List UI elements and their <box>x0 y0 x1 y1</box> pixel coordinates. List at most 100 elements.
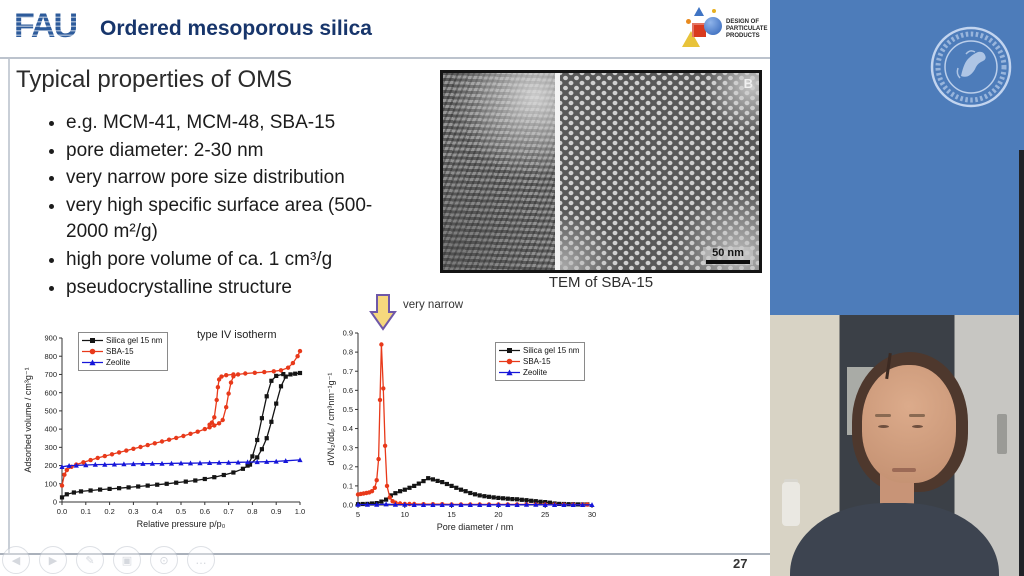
svg-text:0.3: 0.3 <box>128 507 138 516</box>
page-title: Typical properties of OMS <box>16 66 293 93</box>
tem-panel-label: B <box>743 76 753 91</box>
svg-text:20: 20 <box>494 510 502 519</box>
more-options-button[interactable]: … <box>187 546 215 574</box>
particulate-shapes-icon <box>682 7 724 51</box>
svg-text:0.6: 0.6 <box>200 507 210 516</box>
speaker-shoulders <box>789 502 1000 576</box>
svg-text:0.9: 0.9 <box>343 329 353 338</box>
webcam-video <box>770 315 1019 576</box>
svg-text:0.7: 0.7 <box>223 507 233 516</box>
pen-tool-button[interactable]: ✎ <box>76 546 104 574</box>
svg-text:0.2: 0.2 <box>104 507 114 516</box>
svg-text:0.4: 0.4 <box>343 424 353 433</box>
legend-entry: SBA-15 <box>499 356 579 367</box>
isotherm-annotation: type IV isotherm <box>197 329 277 341</box>
slide-footer-divider <box>0 553 770 555</box>
very-narrow-annotation: very narrow <box>369 294 489 334</box>
speaker-face <box>862 364 957 483</box>
svg-text:Adsorbed volume / cm³g⁻¹: Adsorbed volume / cm³g⁻¹ <box>23 367 33 472</box>
eye <box>911 424 923 428</box>
mouth <box>892 467 916 472</box>
svg-text:800: 800 <box>44 352 57 361</box>
svg-text:5: 5 <box>356 510 360 519</box>
svg-text:0.1: 0.1 <box>81 507 91 516</box>
bullet-item: e.g. MCM-41, MCM-48, SBA-15 <box>66 110 384 137</box>
svg-text:400: 400 <box>44 425 57 434</box>
eyebrow <box>874 414 891 417</box>
svg-text:0.4: 0.4 <box>152 507 162 516</box>
background-bottle <box>782 482 801 527</box>
tem-panel-divider <box>555 73 560 270</box>
bullet-item: very narrow pore size distribution <box>66 165 384 192</box>
svg-text:0.5: 0.5 <box>176 507 186 516</box>
svg-text:300: 300 <box>44 443 57 452</box>
legend-entry: Silica gel 15 nm <box>82 335 162 346</box>
svg-text:100: 100 <box>44 479 57 488</box>
pore-size-plot: 5 10 15 20 25 30 0.0 0.1 0.2 0.3 0.4 0.5 0.6 0.7 0.8 0.… <box>326 329 596 532</box>
svg-text:0.8: 0.8 <box>247 507 257 516</box>
bullet-item: pore diameter: 2-30 nm <box>66 138 384 165</box>
svg-text:25: 25 <box>541 510 549 519</box>
svg-text:0.8: 0.8 <box>343 348 353 357</box>
pore-size-chart: 5 10 15 20 25 30 0.0 0.1 0.2 0.3 0.4 0.5 0.6 0.7 0.8 0.… <box>325 320 603 538</box>
scale-bar: 50 nm <box>703 247 753 265</box>
previous-slide-button[interactable]: ◀ <box>2 546 30 574</box>
svg-text:700: 700 <box>44 370 57 379</box>
svg-text:0: 0 <box>53 498 57 507</box>
isotherm-chart: 0.0 0.1 0.2 0.3 0.4 0.5 0.6 0.7 0.8 0.9 1.0 0 100 200… <box>22 326 310 538</box>
slide-page-number: 27 <box>733 556 748 571</box>
very-narrow-label: very narrow <box>403 299 464 311</box>
isotherm-plot: 0.0 0.1 0.2 0.3 0.4 0.5 0.6 0.7 0.8 0.9 1.0 0 100 200… <box>23 334 305 529</box>
slide-frame-border <box>8 59 10 553</box>
svg-text:0.0: 0.0 <box>343 501 353 510</box>
eye <box>878 424 890 428</box>
bullet-item: pseudocrystalline structure <box>66 275 384 302</box>
svg-text:30: 30 <box>588 510 596 519</box>
svg-text:15: 15 <box>447 510 455 519</box>
svg-text:Relative pressure p/p₀: Relative pressure p/p₀ <box>137 519 226 529</box>
svg-text:0.1: 0.1 <box>343 481 353 490</box>
svg-text:Pore diameter / nm: Pore diameter / nm <box>437 522 514 532</box>
svg-text:200: 200 <box>44 461 57 470</box>
zoom-button[interactable]: ⊙ <box>150 546 178 574</box>
screen-edge <box>1019 150 1024 576</box>
bullet-item: very high specific surface area (500-200… <box>66 193 384 246</box>
tem-hexagonal-panel: B 50 nm <box>560 73 759 270</box>
video-side-panel <box>770 0 1024 576</box>
svg-text:0.0: 0.0 <box>57 507 67 516</box>
svg-text:0.6: 0.6 <box>343 386 353 395</box>
pore-size-legend: Silica gel 15 nm SBA-15 Zeolite <box>495 342 586 381</box>
particulate-logo-text: DESIGN OF PARTICULATE PRODUCTS <box>726 19 768 39</box>
slide-header-title: Ordered mesoporous silica <box>100 17 372 40</box>
bullet-item: high pore volume of ca. 1 cm³/g <box>66 247 384 274</box>
background-object <box>996 414 1007 455</box>
svg-text:900: 900 <box>44 334 57 343</box>
svg-text:600: 600 <box>44 388 57 397</box>
svg-text:dVN₂/ddₚ / cm³nm⁻¹g⁻¹: dVN₂/ddₚ / cm³nm⁻¹g⁻¹ <box>326 373 336 466</box>
svg-text:1.0: 1.0 <box>295 507 305 516</box>
slide-header: FAU Ordered mesoporous silica DESIGN OF … <box>0 0 770 59</box>
particulate-products-logo: DESIGN OF PARTICULATE PRODUCTS <box>682 5 768 53</box>
presenter-controls: ◀ ▶ ✎ ▣ ⊙ … <box>2 546 215 574</box>
legend-entry: Zeolite <box>499 367 579 378</box>
tem-lamellar-panel <box>443 73 555 270</box>
fau-logo: FAU <box>14 7 78 45</box>
university-seal-icon <box>930 26 1012 108</box>
display-settings-button[interactable]: ▣ <box>113 546 141 574</box>
svg-text:0.5: 0.5 <box>343 405 353 414</box>
svg-text:0.9: 0.9 <box>271 507 281 516</box>
svg-text:10: 10 <box>401 510 409 519</box>
slide-area: FAU Ordered mesoporous silica DESIGN OF … <box>0 0 770 576</box>
legend-entry: SBA-15 <box>82 346 162 357</box>
tem-caption: TEM of SBA-15 <box>548 274 654 291</box>
legend-entry: Zeolite <box>82 357 162 368</box>
next-slide-button[interactable]: ▶ <box>39 546 67 574</box>
bullet-list: e.g. MCM-41, MCM-48, SBA-15 pore diamete… <box>44 110 384 302</box>
svg-text:500: 500 <box>44 406 57 415</box>
eyebrow <box>909 414 926 417</box>
svg-text:0.7: 0.7 <box>343 367 353 376</box>
svg-text:0.3: 0.3 <box>343 443 353 452</box>
legend-entry: Silica gel 15 nm <box>499 345 579 356</box>
isotherm-legend: Silica gel 15 nm SBA-15 Zeolite <box>78 332 169 371</box>
